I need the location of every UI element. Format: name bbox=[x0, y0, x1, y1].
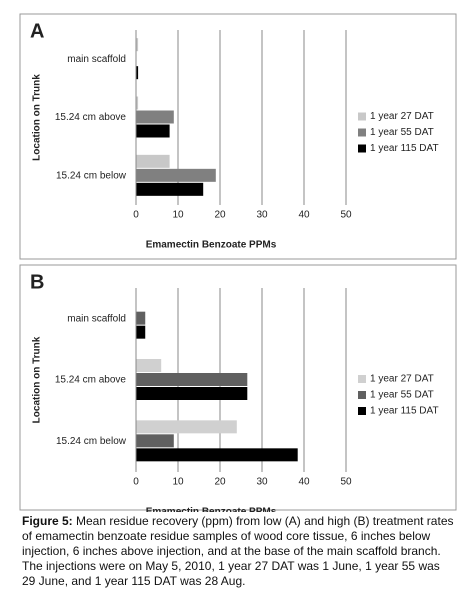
x-tick-label: 50 bbox=[340, 210, 352, 221]
y-tick-label: 15.24 cm above bbox=[55, 375, 127, 386]
legend-swatch bbox=[358, 128, 366, 137]
legend-label: 1 year 27 DAT bbox=[370, 111, 434, 122]
legend-label: 1 year 55 DAT bbox=[370, 390, 434, 401]
bar bbox=[136, 154, 170, 168]
bar bbox=[136, 434, 174, 448]
y-tick-label: main scaffold bbox=[67, 313, 126, 324]
caption: Figure 5: Mean residue recovery (ppm) fr… bbox=[22, 514, 456, 589]
legend-swatch bbox=[358, 375, 366, 383]
x-tick-label: 40 bbox=[298, 477, 310, 488]
x-axis-label: Emamectin Benzoate PPMs bbox=[146, 507, 277, 512]
legend-label: 1 year 115 DAT bbox=[370, 406, 439, 417]
y-axis-label: Location on Trunk bbox=[32, 336, 43, 423]
bar bbox=[136, 387, 248, 400]
bar bbox=[136, 124, 170, 138]
bar bbox=[136, 168, 216, 182]
x-tick-label: 30 bbox=[256, 477, 268, 488]
panel-label: A bbox=[30, 20, 44, 42]
bar bbox=[136, 96, 139, 110]
panel-frame bbox=[19, 264, 457, 511]
bar bbox=[136, 182, 204, 196]
legend-swatch bbox=[358, 144, 366, 153]
bar bbox=[136, 66, 139, 80]
y-tick-label: 15.24 cm below bbox=[56, 170, 127, 181]
caption-label: Figure 5: bbox=[22, 514, 73, 528]
figure: A 0 10 20 30 40 50 Emamectin Benzoate PPMs Locat… bbox=[19, 13, 457, 512]
legend-label: 1 year 55 DAT bbox=[370, 127, 434, 138]
legend-label: 1 year 27 DAT bbox=[370, 374, 434, 385]
x-tick-label: 0 bbox=[133, 477, 139, 488]
y-tick-label: 15.24 cm above bbox=[55, 112, 127, 123]
x-tick-label: 10 bbox=[172, 477, 184, 488]
x-tick-label: 10 bbox=[172, 210, 184, 221]
bar bbox=[136, 311, 146, 325]
legend-swatch bbox=[358, 112, 366, 121]
y-axis-label: Location on Trunk bbox=[32, 74, 43, 161]
bar bbox=[136, 448, 298, 462]
bar bbox=[136, 373, 248, 386]
legend-swatch bbox=[358, 407, 366, 415]
x-tick-label: 40 bbox=[298, 210, 310, 221]
bar bbox=[136, 325, 146, 339]
y-tick-label: 15.24 cm below bbox=[56, 436, 127, 447]
x-axis-label: Emamectin Benzoate PPMs bbox=[146, 240, 277, 251]
bar bbox=[136, 420, 237, 434]
x-tick-label: 20 bbox=[214, 477, 226, 488]
x-tick-label: 20 bbox=[214, 210, 226, 221]
bar bbox=[136, 359, 162, 372]
panel-frame bbox=[19, 13, 457, 260]
bar bbox=[136, 38, 139, 52]
x-tick-label: 0 bbox=[133, 210, 139, 221]
caption-text: Mean residue recovery (ppm) from low (A)… bbox=[22, 514, 454, 588]
bar bbox=[136, 110, 174, 124]
x-tick-label: 30 bbox=[256, 210, 268, 221]
x-tick-label: 50 bbox=[340, 477, 352, 488]
legend-swatch bbox=[358, 391, 366, 399]
y-tick-label: main scaffold bbox=[67, 54, 126, 65]
panel-label: B bbox=[30, 271, 44, 293]
legend-label: 1 year 115 DAT bbox=[370, 143, 439, 154]
